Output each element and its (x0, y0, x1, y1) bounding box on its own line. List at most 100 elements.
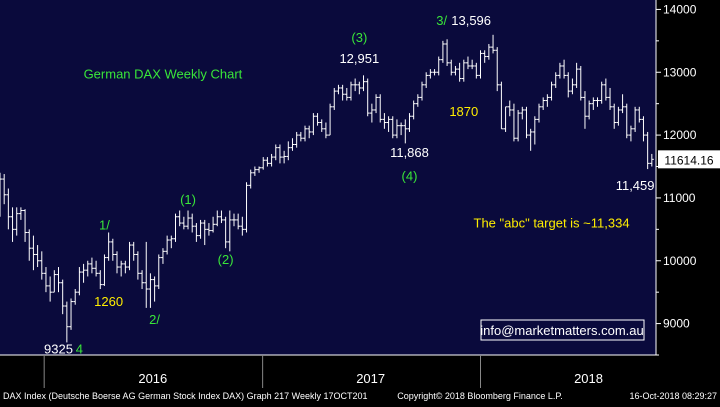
contact-email: info@marketmatters.com.au (480, 323, 643, 338)
chart-annotation: (1) (180, 192, 196, 207)
price-bar (574, 62, 579, 88)
price-bar (353, 78, 358, 92)
price-bar (541, 97, 546, 110)
price-bar (620, 94, 625, 114)
price-bar (336, 84, 341, 95)
price-bar (89, 257, 94, 274)
price-bar (587, 100, 592, 120)
price-bars (0, 34, 654, 343)
price-bar (123, 260, 128, 274)
price-bar (328, 103, 333, 136)
price-bar (252, 166, 257, 176)
price-bar (6, 188, 11, 230)
price-bar (524, 106, 529, 139)
chart-annotation: 12,951 (339, 51, 379, 66)
price-bar (35, 245, 40, 268)
price-bar (43, 267, 48, 293)
price-bar (231, 213, 236, 227)
price-bar (198, 219, 203, 239)
price-bar (608, 87, 613, 110)
price-bar (307, 125, 312, 139)
price-bar (503, 106, 508, 132)
price-bar (39, 251, 44, 280)
footer-copyright: Copyright© 2018 Bloomberg Finance L.P. (397, 391, 563, 401)
price-bar (0, 172, 2, 217)
price-bar (81, 263, 86, 283)
price-bar (211, 216, 216, 233)
price-bar (127, 241, 132, 271)
price-bar (378, 94, 383, 123)
chart-annotation: 13,596 (451, 13, 491, 28)
price-bar (236, 213, 241, 230)
footer-timestamp: 16-Oct-2018 08:29:27 (629, 391, 717, 401)
price-bar (73, 289, 78, 305)
price-bar (415, 94, 420, 107)
axes: 9000 10000 11000 12000 13000 14000 2016 2017 201… (0, 0, 720, 388)
price-bar (102, 254, 107, 286)
price-bar (290, 138, 295, 151)
price-bar (2, 174, 7, 205)
price-bar (286, 141, 291, 161)
price-bar (344, 87, 349, 101)
price-bar (616, 106, 621, 126)
chart-annotation: 11,459 (616, 178, 655, 193)
price-bar (390, 116, 395, 139)
price-bar (215, 210, 220, 227)
price-bar (357, 81, 362, 95)
chart-annotation: German DAX Weekly Chart (84, 67, 243, 82)
last-price-box (658, 150, 720, 169)
price-bar (265, 157, 270, 167)
price-bar (537, 103, 542, 123)
annotations: German DAX Weekly Chart (3) 12,951 3/13,596… (44, 13, 654, 357)
price-bar (649, 153, 654, 167)
price-bar (56, 267, 61, 293)
price-bar (461, 59, 466, 82)
chart-annotation: 11,868 (390, 145, 429, 160)
price-bar (156, 254, 161, 290)
price-bar (411, 100, 416, 120)
chart-annotation: The "abc" target is ~11,334 (474, 215, 630, 230)
price-bar (374, 94, 379, 114)
price-bar (85, 260, 90, 277)
chart-annotation: 1870 (449, 104, 478, 119)
contact-box: info@marketmatters.com.au (480, 319, 645, 341)
price-bar (633, 106, 638, 132)
price-bar (495, 47, 500, 92)
price-bar (394, 119, 399, 139)
price-bar (248, 169, 253, 189)
y-tick-label: 12000 (663, 128, 697, 142)
price-bar (436, 56, 441, 76)
price-bar (14, 207, 19, 236)
price-bar (269, 153, 274, 167)
x-year-label: 2017 (356, 371, 385, 386)
price-bar (148, 273, 153, 308)
y-tick-label: 13000 (663, 65, 697, 79)
footer-bar: DAX Index (Deutsche Boerse AG German Sto… (3, 391, 717, 401)
footer-security-description: DAX Index (Deutsche Boerse AG German Sto… (3, 391, 368, 401)
price-bar (77, 267, 82, 296)
price-bar (227, 210, 232, 252)
price-bar (69, 298, 74, 330)
price-bar (31, 235, 36, 271)
price-bar (369, 103, 374, 123)
y-tick-label: 10000 (663, 254, 697, 268)
price-bar (595, 97, 600, 107)
price-bar (641, 116, 646, 142)
price-bar (114, 251, 119, 274)
price-bar (453, 65, 458, 76)
price-bar (553, 72, 558, 88)
price-bar (206, 223, 211, 236)
price-bar (407, 113, 412, 132)
price-bar (319, 119, 324, 132)
price-bar (282, 150, 287, 164)
price-bar (399, 122, 404, 136)
price-bar (186, 210, 191, 230)
price-bar (169, 235, 174, 249)
price-bar (106, 232, 111, 261)
price-bar (261, 157, 266, 170)
price-bar (60, 279, 65, 315)
price-bar (382, 113, 387, 129)
price-bar (420, 81, 425, 101)
price-bar (177, 210, 182, 227)
